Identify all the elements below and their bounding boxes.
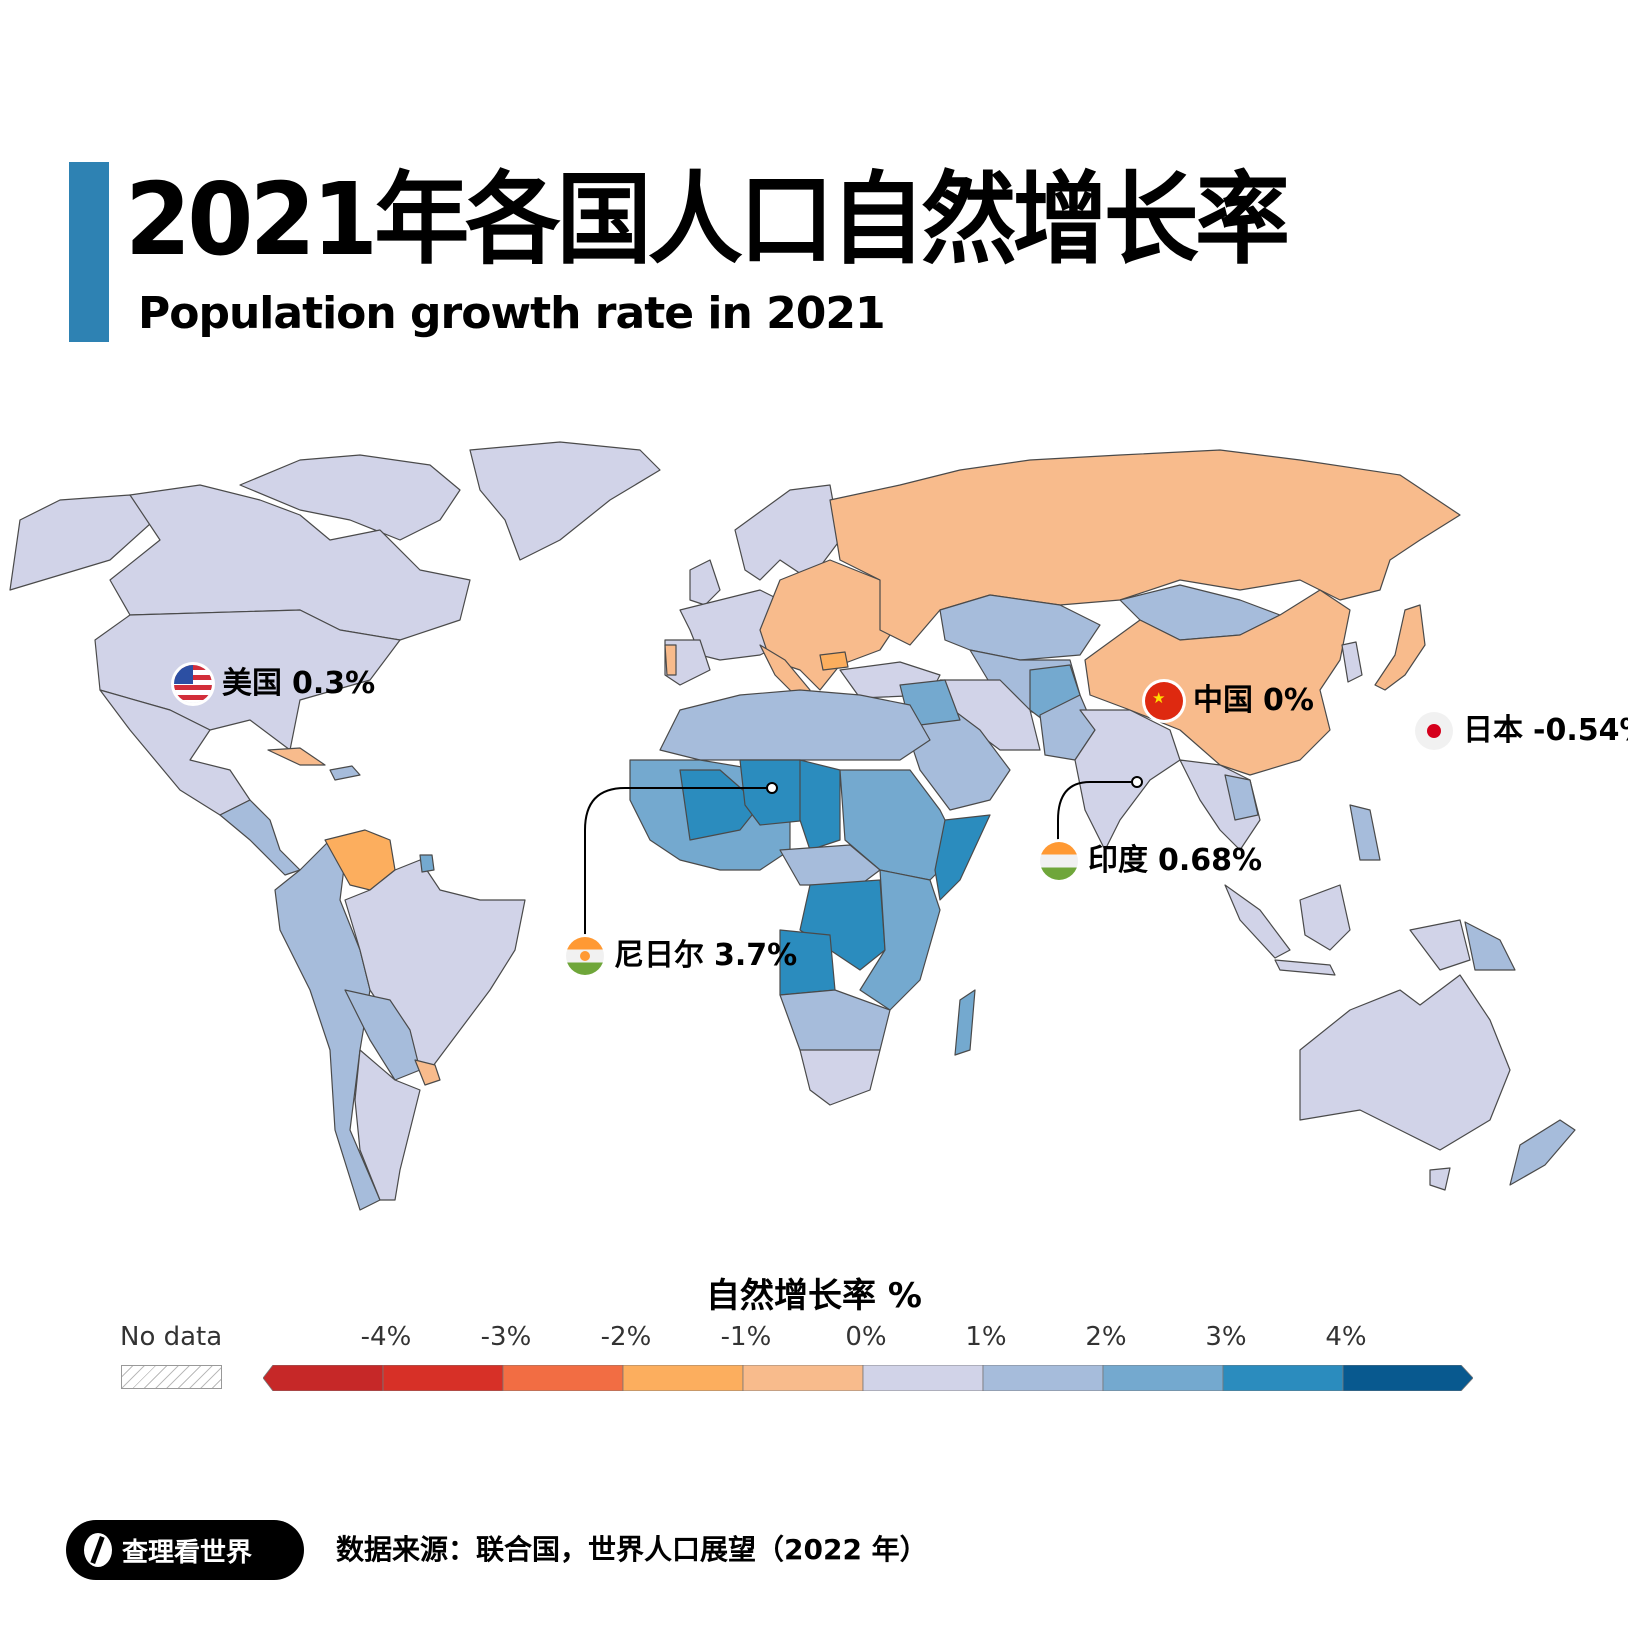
region-india <box>1074 709 1181 851</box>
legend-tick: 0% <box>845 1322 887 1352</box>
title-accent-bar <box>69 162 109 342</box>
region-argentina <box>354 1049 421 1201</box>
region-north-africa <box>659 689 931 761</box>
region-russia <box>829 449 1461 646</box>
region-philippines <box>1349 804 1381 861</box>
region-somalia <box>934 814 991 901</box>
legend-bin-2 <box>502 1365 624 1391</box>
region-java <box>1274 959 1336 976</box>
region-alaska <box>9 494 161 591</box>
region-australia <box>1299 974 1511 1151</box>
callout-usa-value: 0.3% <box>292 666 376 701</box>
callout-japan-name: 日本 <box>1463 713 1523 748</box>
region-central-africa <box>779 844 881 886</box>
page-subtitle: Population growth rate in 2021 <box>138 288 886 339</box>
legend-tick: 2% <box>1085 1322 1127 1352</box>
legend-bin-1 <box>382 1365 504 1391</box>
legend-color-bar <box>263 1365 1473 1391</box>
brand-logo-icon <box>84 1533 112 1567</box>
region-south-africa <box>799 1049 881 1106</box>
region-tasmania <box>1429 1167 1451 1191</box>
region-drc <box>799 879 886 971</box>
legend-tick: -2% <box>600 1322 652 1352</box>
legend-bin-9 <box>1342 1365 1473 1391</box>
region-french-guiana <box>419 854 435 873</box>
usa-flag-icon <box>174 665 212 703</box>
callout-india: 印度 0.68% <box>1040 842 1262 880</box>
region-east-africa <box>859 869 941 1011</box>
legend-no-data-label: No data <box>120 1322 223 1352</box>
legend-tick: -1% <box>720 1322 772 1352</box>
callout-niger: 尼日尔 3.7% <box>566 937 797 975</box>
world-map-svg <box>9 441 1576 1211</box>
callout-india-value: 0.68% <box>1158 843 1263 878</box>
region-greenland <box>469 441 661 561</box>
japan-flag-icon <box>1415 712 1453 750</box>
region-portugal <box>664 644 677 676</box>
region-new-guinea-west <box>1409 919 1471 971</box>
callout-usa-name: 美国 <box>222 666 282 701</box>
china-flag-icon: ★ <box>1145 682 1183 720</box>
legend-bin-3 <box>622 1365 744 1391</box>
region-uk <box>689 559 721 606</box>
region-laos-cambodia <box>1224 774 1259 821</box>
region-canada <box>109 484 471 641</box>
region-canada-arctic <box>239 454 461 541</box>
region-uruguay <box>414 1059 441 1086</box>
niger-flag-icon <box>566 937 604 975</box>
region-chad <box>799 759 841 851</box>
legend-tick: -4% <box>360 1322 412 1352</box>
brand-name: 查理看世界 <box>122 1537 253 1568</box>
legend-tick: -3% <box>480 1322 532 1352</box>
region-mexico <box>99 689 251 816</box>
callout-china: ★ 中国 0% <box>1145 682 1314 720</box>
legend-bin-7 <box>1102 1365 1224 1391</box>
niger-connector-dot <box>766 782 778 794</box>
region-new-zealand <box>1509 1119 1576 1186</box>
legend-bin-4 <box>742 1365 864 1391</box>
legend-tick: 1% <box>965 1322 1007 1352</box>
india-flag-icon <box>1040 842 1078 880</box>
region-hispaniola <box>329 765 361 781</box>
region-borneo <box>1299 884 1351 951</box>
legend-tick: 3% <box>1205 1322 1247 1352</box>
niger-connector-line <box>584 787 770 935</box>
legend-bin-6 <box>982 1365 1104 1391</box>
legend-bin-5 <box>862 1365 984 1391</box>
region-central-america <box>219 799 301 876</box>
region-korea <box>1341 641 1363 683</box>
legend-tick: 4% <box>1325 1322 1367 1352</box>
region-sumatra <box>1224 884 1291 959</box>
callout-niger-value: 3.7% <box>714 938 798 973</box>
callout-niger-name: 尼日尔 <box>614 938 704 973</box>
region-cuba <box>267 747 326 766</box>
brand-badge: 查理看世界 <box>66 1520 304 1580</box>
callout-usa: 美国 0.3% <box>174 665 375 703</box>
region-colombia-andes <box>274 839 381 1211</box>
region-kazakhstan <box>939 594 1101 661</box>
india-connector-dot <box>1131 776 1143 788</box>
region-japan <box>1374 604 1426 691</box>
region-papua-new-guinea <box>1464 921 1516 971</box>
legend-bin-8 <box>1222 1365 1344 1391</box>
callout-china-value: 0% <box>1263 683 1314 718</box>
page-title: 2021年各国人口自然增长率 <box>125 161 1290 278</box>
callout-china-name: 中国 <box>1193 683 1253 718</box>
world-map <box>0 430 1628 1230</box>
callout-india-name: 印度 <box>1088 843 1148 878</box>
callout-japan: 日本 -0.54% <box>1415 712 1628 750</box>
data-source: 数据来源：联合国，世界人口展望（2022 年） <box>336 1533 928 1566</box>
region-china <box>1084 589 1351 776</box>
legend-title: 自然增长率 % <box>706 1276 922 1316</box>
callout-japan-value: -0.54% <box>1533 713 1628 748</box>
legend-bin-0 <box>263 1365 384 1391</box>
legend-no-data-swatch <box>121 1365 222 1389</box>
india-connector-line <box>1057 781 1135 840</box>
region-madagascar <box>954 989 976 1056</box>
region-bulgaria-lithuania <box>819 651 849 671</box>
